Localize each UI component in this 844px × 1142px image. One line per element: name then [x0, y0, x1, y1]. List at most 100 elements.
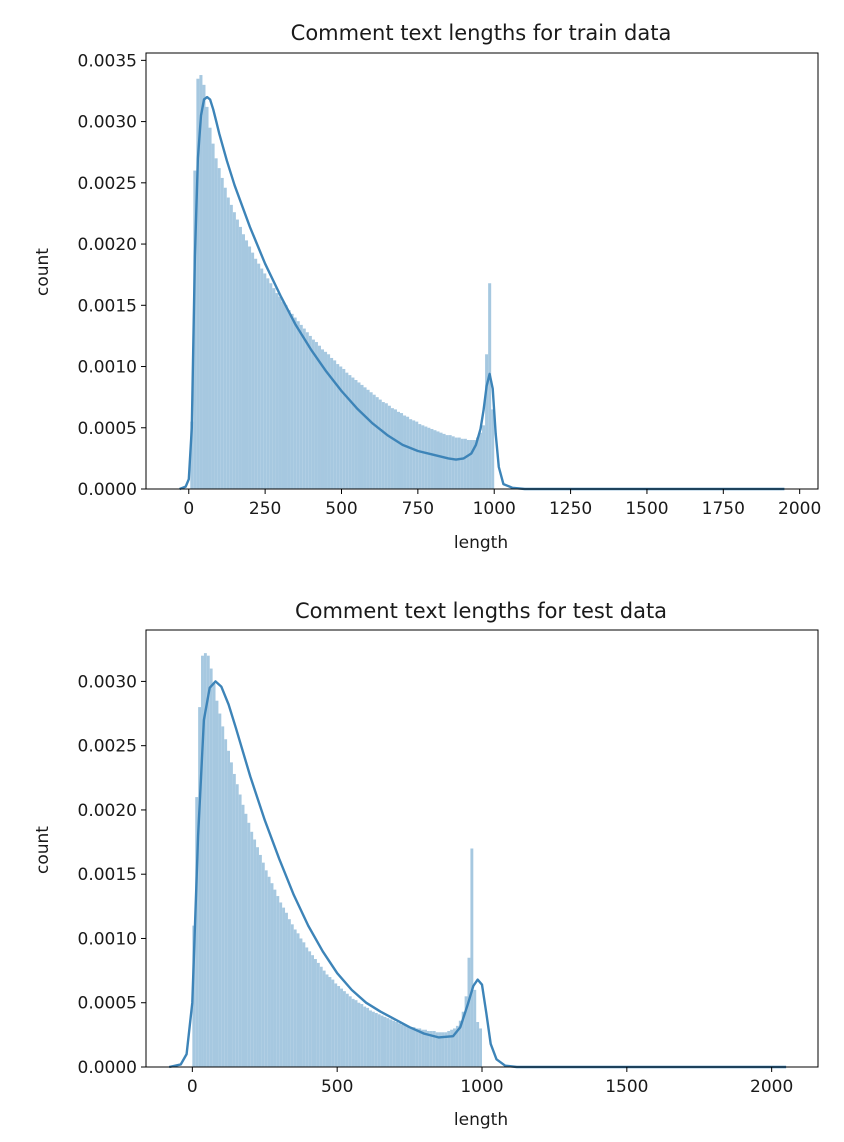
histogram-bar	[421, 425, 425, 489]
histogram-bar	[209, 668, 213, 1067]
y-tick-label: 0.0020	[78, 235, 137, 255]
y-axis-label: count	[33, 248, 53, 296]
histogram-bar	[412, 1027, 416, 1067]
y-tick-label: 0.0030	[78, 113, 137, 133]
histogram-bar	[305, 947, 309, 1067]
y-tick-label: 0.0010	[78, 358, 137, 378]
histogram-bar	[266, 278, 270, 489]
histogram-bar	[208, 127, 212, 490]
histogram-bar	[254, 258, 258, 489]
histogram-bar	[244, 240, 249, 489]
histogram-bar	[485, 354, 489, 489]
histogram-bar	[438, 1032, 442, 1067]
histogram-bar	[296, 321, 300, 489]
histogram-bar	[366, 1007, 370, 1067]
histogram-bar	[317, 345, 321, 489]
histogram-bar	[429, 1031, 433, 1067]
histogram-bar	[196, 78, 200, 489]
histogram-bar	[284, 305, 288, 489]
histogram-bar	[253, 839, 257, 1067]
histogram-bar	[444, 1032, 448, 1067]
histogram-bar	[479, 1028, 482, 1067]
histogram-bar	[458, 1020, 462, 1067]
histogram-bar	[334, 983, 338, 1067]
histogram-bar	[333, 360, 337, 489]
histogram-bar	[442, 433, 446, 489]
histogram-bar	[409, 419, 413, 489]
y-tick-label: 0.0030	[78, 672, 137, 692]
histogram-bar	[406, 416, 410, 489]
histogram-bar	[247, 822, 251, 1067]
axes-frame	[145, 52, 819, 490]
histogram-bar	[351, 377, 355, 489]
histogram-bar	[269, 283, 273, 489]
histogram-bar	[369, 392, 373, 489]
histogram-bar	[469, 440, 473, 489]
histogram-bar	[412, 420, 416, 489]
histogram-bar	[275, 293, 279, 489]
histogram-bar	[447, 1031, 451, 1067]
histogram-bar	[482, 425, 486, 489]
histogram-bar	[308, 951, 312, 1067]
histogram-bar	[389, 1019, 393, 1067]
histogram-bar	[314, 959, 317, 1067]
histogram-bar	[467, 957, 471, 1067]
histogram-bar	[415, 1028, 419, 1067]
histogram-bar	[396, 411, 401, 489]
histogram-bar	[360, 1004, 364, 1067]
histogram-bar	[320, 349, 325, 489]
histogram-bar	[217, 168, 221, 489]
histogram-bar	[192, 925, 196, 1067]
histogram-bar	[464, 996, 468, 1067]
y-tick-label: 0.0025	[78, 174, 137, 194]
x-tick-label: 1500	[625, 499, 668, 519]
histogram-bar	[311, 955, 314, 1067]
histogram-bar	[331, 979, 335, 1067]
histogram-bar	[336, 364, 340, 489]
histogram-bar	[195, 797, 199, 1067]
histogram-bar	[278, 296, 282, 489]
histogram-bar	[202, 84, 206, 489]
histogram-bar	[374, 1013, 378, 1067]
histogram-bar	[293, 317, 297, 489]
histogram-bar	[261, 862, 265, 1067]
histogram-bar	[260, 268, 264, 489]
histogram-bar	[345, 993, 349, 1067]
histogram-bar	[339, 366, 343, 489]
histogram-bar	[392, 1020, 396, 1067]
histogram-bar	[327, 354, 331, 489]
histogram-bar	[384, 403, 388, 489]
histogram-bar	[319, 966, 323, 1067]
kde-line	[179, 95, 785, 491]
x-tick-label: 2000	[778, 499, 821, 519]
histogram-bar	[241, 804, 245, 1067]
histogram-bar	[390, 408, 394, 489]
histogram-bar	[201, 655, 204, 1067]
histogram-bar	[354, 1000, 358, 1067]
histogram-bar	[235, 219, 239, 489]
histogram-bar	[439, 432, 443, 489]
histogram-bar	[267, 876, 271, 1067]
histogram-bar	[386, 1018, 390, 1067]
histogram-bar	[251, 252, 255, 489]
y-tick-label: 0.0015	[78, 865, 137, 885]
histogram-bar	[212, 683, 216, 1067]
histogram-bar	[221, 726, 225, 1067]
histogram-bar	[337, 986, 341, 1067]
histogram-bar	[369, 1010, 372, 1067]
histogram-bar	[282, 907, 286, 1067]
histogram-bar	[325, 974, 329, 1067]
histogram-bar	[393, 409, 397, 489]
histogram-bar	[199, 75, 203, 489]
histogram-bar	[432, 1031, 436, 1067]
y-tick-label: 0.0000	[78, 1058, 137, 1078]
histogram-bar	[460, 438, 464, 489]
histogram-bar	[229, 204, 233, 489]
histogram-bar	[451, 436, 455, 489]
histogram-bar	[371, 1011, 375, 1067]
histogram-bar	[220, 177, 224, 490]
histogram-bar	[357, 382, 361, 489]
histogram-bar	[324, 351, 328, 489]
histogram-bar	[211, 143, 215, 489]
histogram-bar	[366, 389, 370, 489]
